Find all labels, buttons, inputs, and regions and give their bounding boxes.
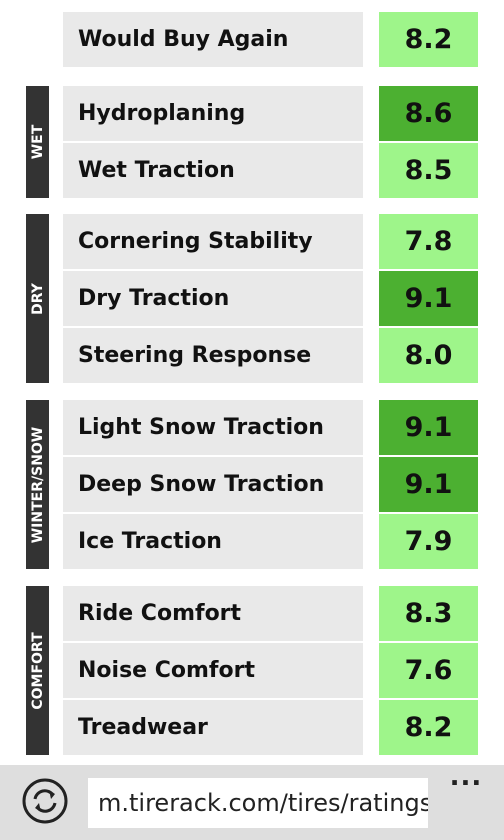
rating-score: 9.1: [379, 457, 478, 512]
group-bar: WINTER/SNOW: [26, 400, 49, 569]
rating-label: Treadwear: [63, 700, 363, 755]
group-name: DRY: [29, 282, 46, 315]
refresh-button[interactable]: [21, 777, 69, 825]
rating-score: 8.2: [379, 12, 478, 67]
rating-score: 7.9: [379, 514, 478, 569]
rating-score: 7.6: [379, 643, 478, 698]
rating-label: Ride Comfort: [63, 586, 363, 641]
rating-score: 8.0: [379, 328, 478, 383]
rating-score: 8.3: [379, 586, 478, 641]
rating-label: Cornering Stability: [63, 214, 363, 269]
rating-label: Would Buy Again: [63, 12, 363, 67]
rating-label: Hydroplaning: [63, 86, 363, 141]
rating-score: 8.2: [379, 700, 478, 755]
rating-label: Light Snow Traction: [63, 400, 363, 455]
rating-score: 7.8: [379, 214, 478, 269]
group-name: COMFORT: [29, 631, 46, 710]
group-bar: DRY: [26, 214, 49, 383]
rating-score: 9.1: [379, 271, 478, 326]
rating-label: Wet Traction: [63, 143, 363, 198]
rating-label: Steering Response: [63, 328, 363, 383]
menu-button[interactable]: ...: [449, 762, 483, 792]
rating-score: 8.5: [379, 143, 478, 198]
rating-label: Dry Traction: [63, 271, 363, 326]
group-bar: WET: [26, 86, 49, 198]
rating-score: 9.1: [379, 400, 478, 455]
rating-label: Noise Comfort: [63, 643, 363, 698]
rating-label: Deep Snow Traction: [63, 457, 363, 512]
group-bar: COMFORT: [26, 586, 49, 755]
address-bar[interactable]: m.tirerack.com/tires/ratings-: [88, 778, 428, 828]
group-name: WET: [29, 124, 46, 160]
group-name: WINTER/SNOW: [29, 426, 46, 543]
rating-score: 8.6: [379, 86, 478, 141]
rating-label: Ice Traction: [63, 514, 363, 569]
